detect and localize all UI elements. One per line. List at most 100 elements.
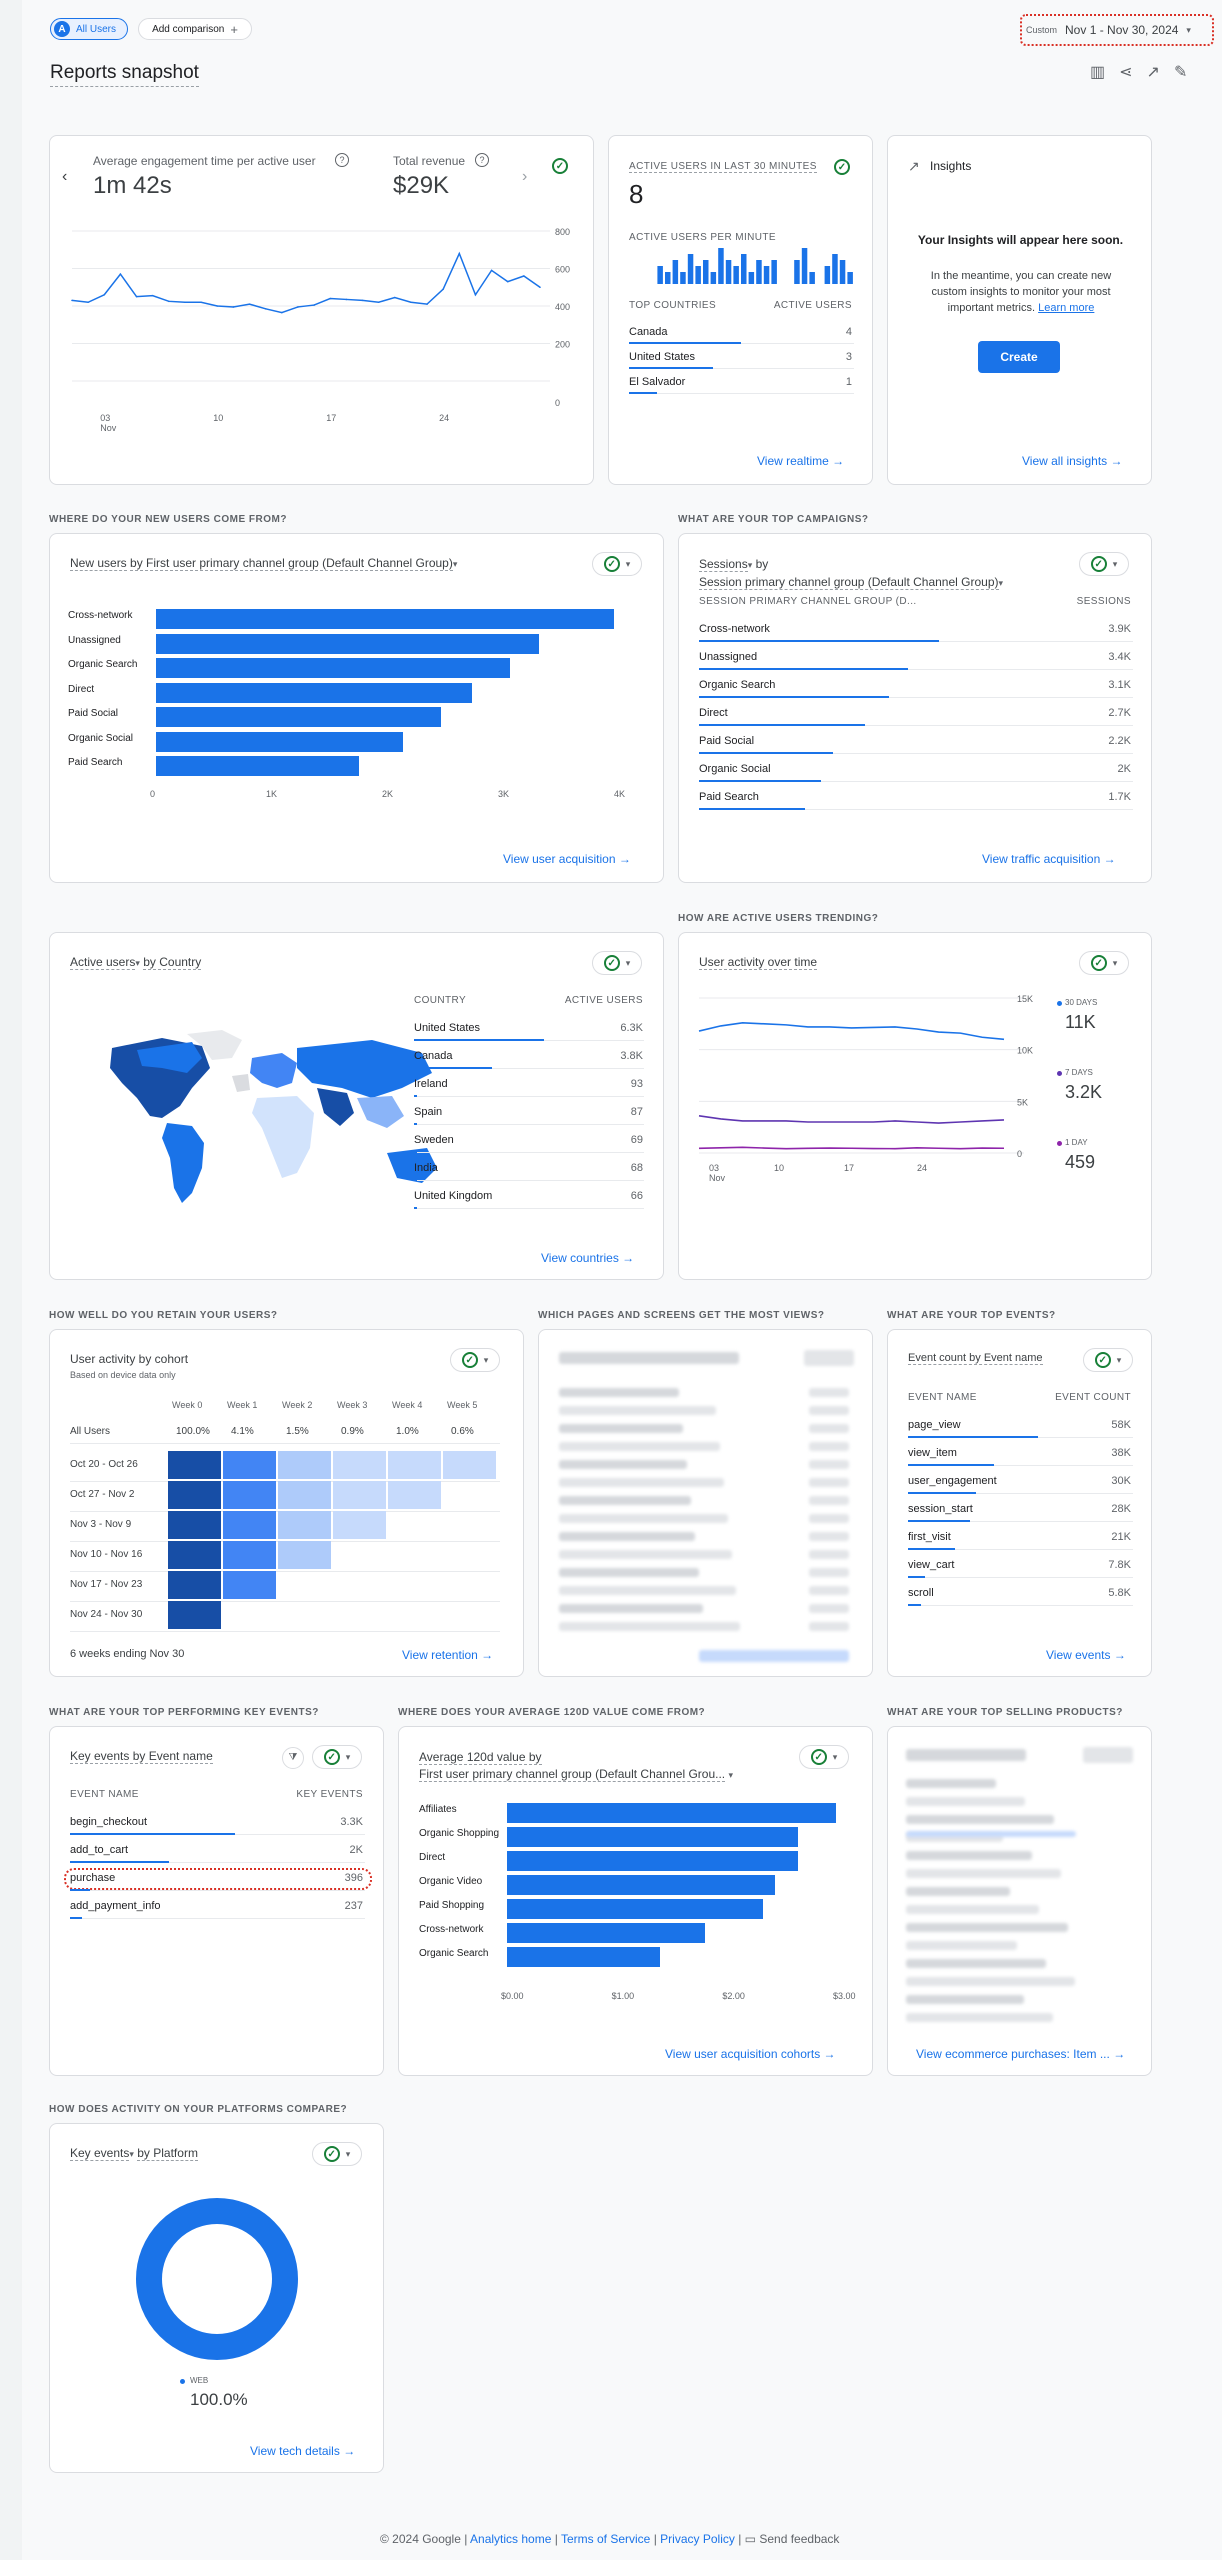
cohort-cell[interactable] — [278, 1511, 331, 1539]
view-user-acquisition-cohorts-link[interactable]: View user acquisition cohorts → — [665, 2047, 836, 2061]
bar[interactable] — [156, 707, 442, 727]
bar[interactable] — [507, 1827, 799, 1847]
key-event-row[interactable]: begin_checkout — [70, 1816, 148, 1828]
help-icon[interactable]: ? — [335, 153, 349, 167]
chevron-right-icon[interactable]: › — [522, 168, 528, 185]
cohort-cell[interactable] — [168, 1511, 221, 1539]
country-row[interactable]: Ireland — [414, 1078, 448, 1090]
edit-icon[interactable]: ✎ — [1173, 64, 1188, 81]
view-tech-details-link[interactable]: View tech details → — [250, 2444, 356, 2458]
cohort-cell[interactable] — [168, 1571, 221, 1599]
cohort-cell[interactable] — [223, 1511, 276, 1539]
key-event-row[interactable]: add_to_cart — [70, 1844, 129, 1856]
cohort-cell[interactable] — [223, 1571, 276, 1599]
cohort-cell[interactable] — [278, 1481, 331, 1509]
bar[interactable] — [507, 1947, 660, 1967]
event-row[interactable]: view_cart — [908, 1559, 955, 1571]
bar[interactable] — [156, 633, 539, 654]
check-icon[interactable]: ✓ — [834, 159, 850, 175]
compare-menu-button[interactable]: ✓ ▾ — [450, 1348, 500, 1372]
cohort-cell[interactable] — [223, 1481, 276, 1509]
bar[interactable] — [507, 1803, 836, 1823]
view-ecommerce-purchases-link[interactable]: View ecommerce purchases: Item ... → — [916, 2047, 1126, 2061]
event-row[interactable]: first_visit — [908, 1531, 951, 1543]
customize-report-icon[interactable]: ▥ — [1090, 64, 1106, 81]
world-map[interactable] — [92, 1028, 452, 1208]
view-retention-link[interactable]: View retention → — [402, 1648, 494, 1662]
channel-row[interactable]: Unassigned — [699, 651, 758, 663]
date-range-picker[interactable]: Custom Nov 1 - Nov 30, 2024 ▾ — [1020, 14, 1214, 46]
channel-row[interactable]: Organic Search — [699, 679, 776, 691]
event-row[interactable]: page_view — [908, 1419, 961, 1431]
event-row[interactable]: scroll — [908, 1587, 934, 1599]
cohort-cell[interactable] — [333, 1511, 386, 1539]
bar[interactable] — [156, 682, 472, 703]
bar[interactable] — [507, 1923, 706, 1943]
event-row[interactable]: session_start — [908, 1503, 973, 1515]
send-feedback-link[interactable]: Send feedback — [759, 2532, 840, 2546]
view-realtime-link[interactable]: View realtime → — [757, 454, 845, 468]
cohort-cell[interactable] — [223, 1541, 276, 1569]
compare-menu-button[interactable]: ✓ ▾ — [312, 2142, 362, 2166]
channel-row[interactable]: Paid Social — [699, 735, 755, 747]
terms-link[interactable]: Terms of Service — [561, 2532, 651, 2546]
view-user-acquisition-link[interactable]: View user acquisition → — [503, 852, 631, 866]
bar[interactable] — [507, 1875, 775, 1895]
event-row[interactable]: view_item — [908, 1447, 957, 1459]
bar[interactable] — [156, 731, 404, 752]
country-row[interactable]: Canada — [414, 1050, 453, 1062]
bar[interactable] — [507, 1851, 799, 1871]
cohort-cell[interactable] — [168, 1601, 221, 1629]
cohort-cell[interactable] — [443, 1451, 496, 1479]
all-users-chip[interactable]: A All Users — [50, 18, 128, 40]
cohort-cell[interactable] — [388, 1451, 441, 1479]
chevron-left-icon[interactable]: ‹ — [62, 168, 68, 185]
check-icon[interactable]: ✓ — [552, 158, 568, 174]
country-row[interactable]: United Kingdom — [414, 1190, 493, 1202]
compare-menu-button[interactable]: ✓ ▾ — [1083, 1348, 1133, 1372]
country-row[interactable]: Spain — [414, 1106, 443, 1118]
privacy-link[interactable]: Privacy Policy — [660, 2532, 735, 2546]
channel-row[interactable]: Cross-network — [699, 623, 770, 635]
country-row[interactable]: United States — [414, 1022, 481, 1034]
event-row[interactable]: user_engagement — [908, 1475, 997, 1487]
bar[interactable] — [507, 1899, 763, 1919]
cohort-cell[interactable] — [168, 1451, 221, 1479]
bar[interactable] — [156, 658, 510, 678]
cohort-cell[interactable] — [168, 1481, 221, 1509]
view-events-link[interactable]: View events → — [1046, 1648, 1126, 1662]
key-event-row[interactable]: add_payment_info — [70, 1900, 161, 1912]
key-event-row[interactable]: purchase — [70, 1872, 116, 1884]
learn-more-link[interactable]: Learn more — [1038, 302, 1095, 314]
add-comparison-button[interactable]: Add comparison + — [138, 18, 252, 40]
help-icon[interactable]: ? — [475, 153, 489, 167]
compare-menu-button[interactable]: ✓ ▾ — [1079, 552, 1129, 576]
cohort-cell[interactable] — [333, 1451, 386, 1479]
cohort-cell[interactable] — [168, 1541, 221, 1569]
compare-menu-button[interactable]: ✓ ▾ — [592, 552, 642, 576]
channel-row[interactable]: Paid Search — [699, 791, 759, 803]
cohort-cell[interactable] — [223, 1451, 276, 1479]
view-all-insights-link[interactable]: View all insights → — [1022, 454, 1123, 468]
cohort-cell[interactable] — [388, 1481, 441, 1509]
bar[interactable] — [156, 609, 615, 629]
cohort-cell[interactable] — [333, 1481, 386, 1509]
compare-menu-button[interactable]: ✓ ▾ — [1079, 951, 1129, 975]
compare-menu-button[interactable]: ✓ ▾ — [592, 951, 642, 975]
country-row[interactable]: India — [414, 1162, 438, 1174]
cohort-cell[interactable] — [278, 1541, 331, 1569]
share-icon[interactable]: ⋖ — [1119, 64, 1133, 81]
filter-icon[interactable]: ⧩ — [282, 1747, 304, 1769]
channel-row[interactable]: Direct — [699, 707, 728, 719]
create-button[interactable]: Create — [978, 341, 1060, 373]
analytics-home-link[interactable]: Analytics home — [470, 2532, 552, 2546]
bar[interactable] — [156, 756, 359, 776]
compare-menu-button[interactable]: ✓ ▾ — [799, 1745, 849, 1769]
view-traffic-acquisition-link[interactable]: View traffic acquisition → — [982, 852, 1116, 866]
country-row[interactable]: Sweden — [414, 1134, 454, 1146]
channel-row[interactable]: Organic Social — [699, 763, 771, 775]
feedback-icon[interactable]: ▭ — [744, 2532, 757, 2546]
compare-menu-button[interactable]: ✓ ▾ — [312, 1745, 362, 1769]
cohort-cell[interactable] — [278, 1451, 331, 1479]
view-countries-link[interactable]: View countries → — [541, 1251, 635, 1265]
